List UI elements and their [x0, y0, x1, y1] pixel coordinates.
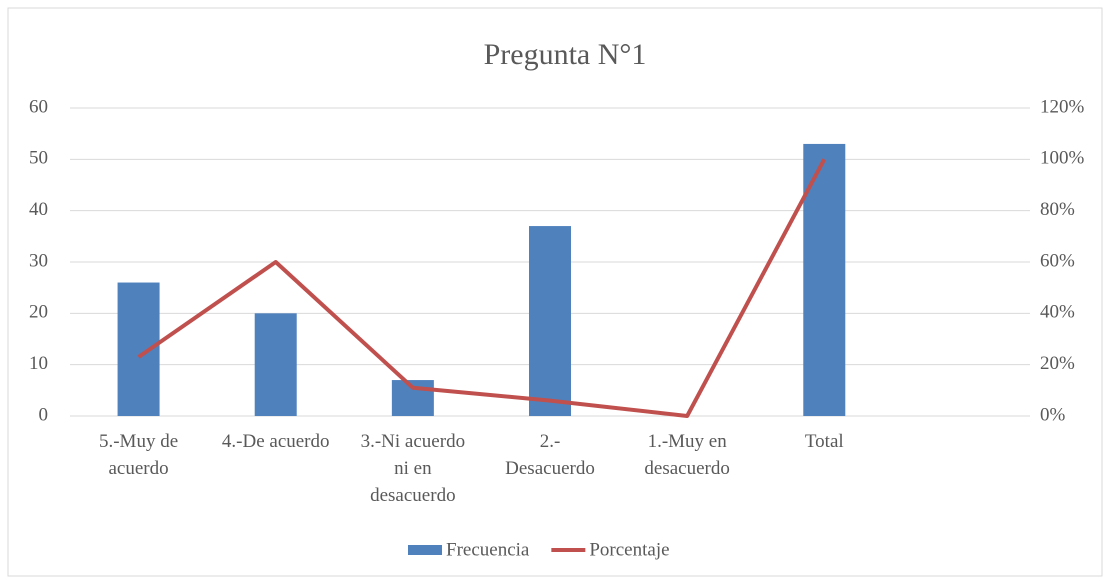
legend-swatch	[408, 545, 442, 555]
x-tick-label: 3.-Ni acuerdo ni en desacuerdo	[361, 431, 465, 506]
bar	[529, 226, 571, 416]
y-tick-label: 30	[29, 250, 48, 271]
y-tick-label: 60	[29, 96, 48, 117]
y2-tick-label: 100%	[1040, 148, 1085, 169]
y-tick-label: 10	[29, 353, 48, 374]
bar	[117, 282, 160, 416]
bar	[254, 313, 297, 416]
y2-tick-label: 0%	[1040, 404, 1066, 425]
y2-tick-label: 40%	[1040, 302, 1075, 323]
legend-label: Porcentaje	[589, 539, 669, 560]
x-tick-label: 1.-Muy en desacuerdo	[644, 431, 729, 479]
y-tick-label: 50	[29, 148, 48, 169]
x-tick-label: 4.-De acuerdo	[222, 431, 330, 452]
y2-tick-label: 120%	[1040, 96, 1085, 117]
y-tick-label: 0	[39, 404, 49, 425]
x-tick-label: 2.-Desacuerdo	[505, 431, 595, 479]
y-tick-label: 20	[29, 302, 48, 323]
legend-label: Frecuencia	[446, 539, 530, 560]
y2-tick-label: 20%	[1040, 353, 1075, 374]
y2-tick-label: 80%	[1040, 199, 1075, 220]
x-tick-label: Total	[805, 431, 844, 452]
line	[137, 158, 827, 418]
x-tick-label: 5.-Muy de acuerdo	[99, 431, 178, 479]
y-tick-label: 40	[29, 199, 48, 220]
chart-title: Pregunta N°1	[484, 38, 647, 71]
y2-tick-label: 60%	[1040, 250, 1075, 271]
